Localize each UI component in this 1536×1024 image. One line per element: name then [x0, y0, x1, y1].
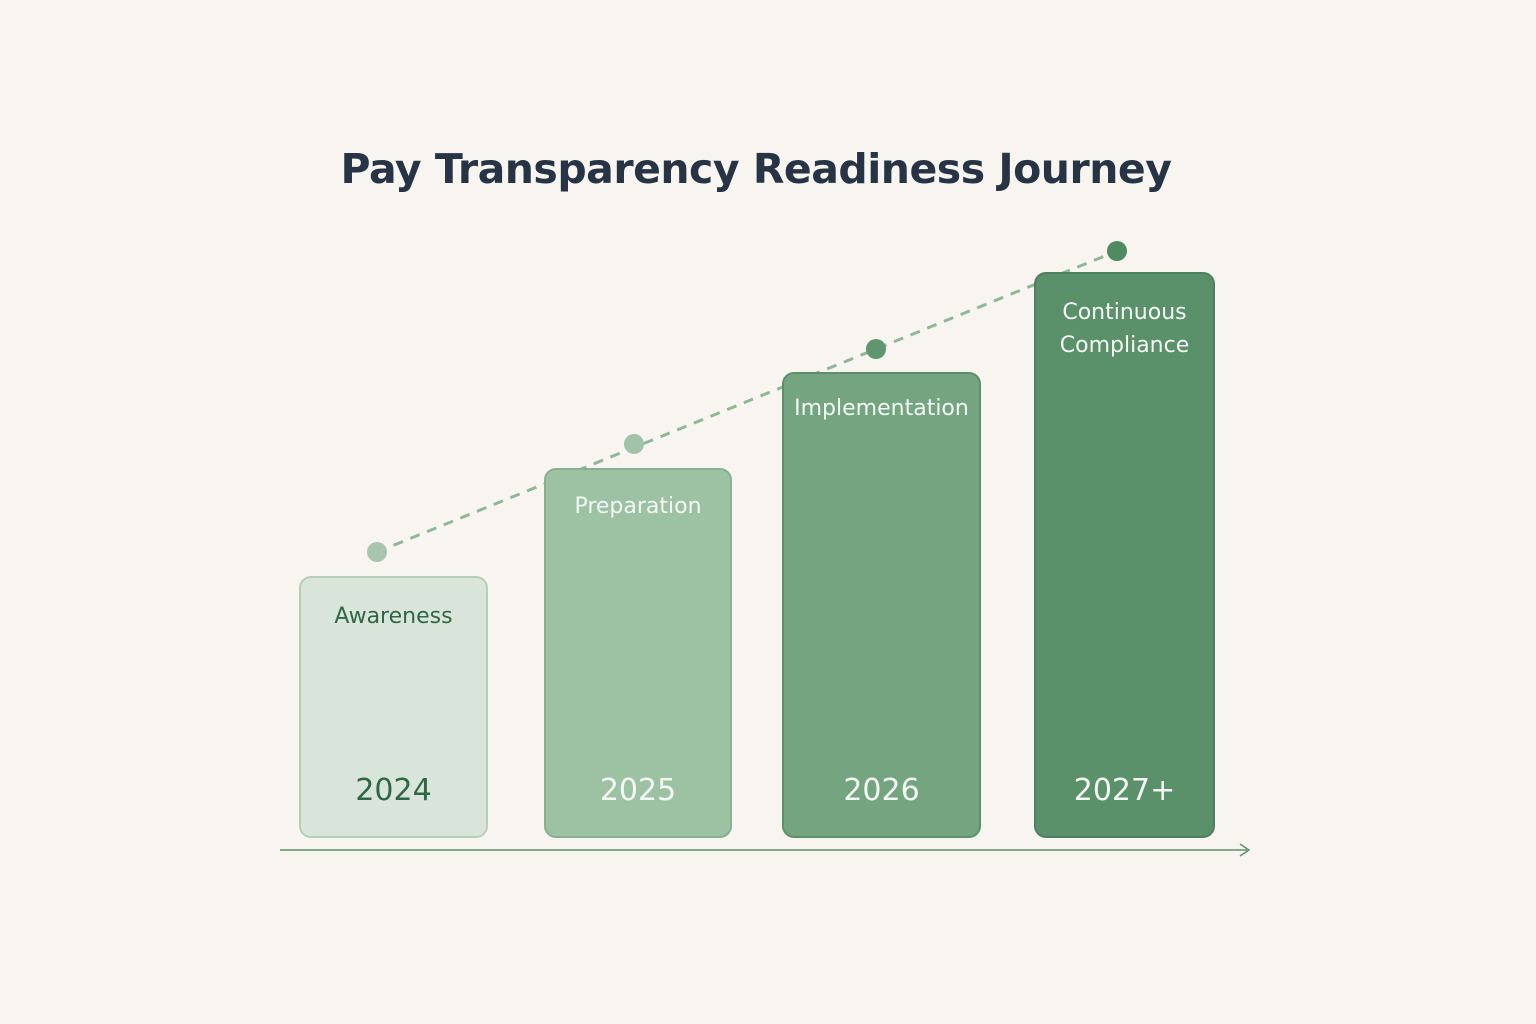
milestone-dot-implementation [866, 339, 886, 359]
stage-year: 2027+ [1073, 773, 1176, 808]
stage-year: 2025 [599, 773, 677, 808]
stage-box-preparation: Preparation 2025 [544, 468, 732, 838]
stage-box-implementation: Implementation 2026 [782, 372, 981, 838]
stage-year: 2024 [355, 773, 432, 808]
stage-label: Awareness [334, 604, 453, 629]
stage-year: 2026 [843, 773, 920, 808]
stage-label: Continuous Compliance [1059, 300, 1190, 358]
milestone-dot-awareness [367, 542, 387, 562]
diagram-title: Pay Transparency Readiness Journey [340, 145, 1172, 193]
stage-box-continuous-compliance: Continuous Compliance 2027+ [1034, 272, 1215, 838]
stage-label: Preparation [574, 494, 702, 519]
milestone-dot-preparation [624, 434, 644, 454]
timeline-arrowhead [1239, 843, 1251, 857]
stage-label: Implementation [794, 396, 969, 421]
trend-line [376, 249, 1118, 554]
milestone-dot-continuous-compliance [1107, 241, 1127, 261]
stage-box-awareness: Awareness 2024 [299, 576, 488, 838]
